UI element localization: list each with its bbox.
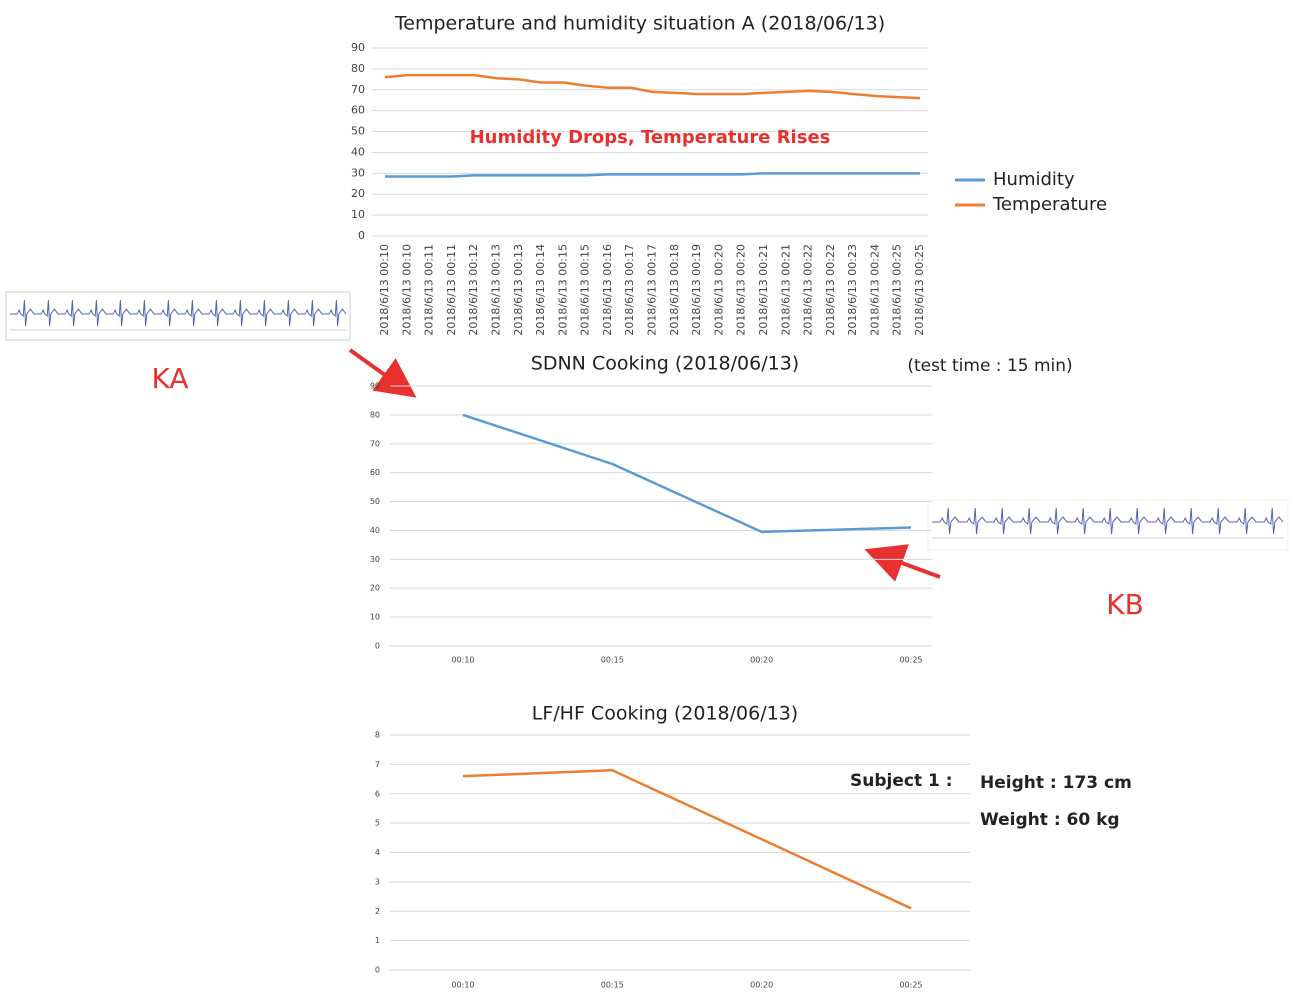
- ecg-trace: [932, 507, 1284, 535]
- y-tick-label: 10: [370, 613, 380, 622]
- y-tick-label: 60: [351, 104, 365, 117]
- annotation: Weight : 60 kg: [980, 810, 1120, 830]
- legend-label: Humidity: [993, 169, 1075, 190]
- y-tick-label: 40: [370, 526, 380, 535]
- ecg-frame: [5, 291, 351, 341]
- chart-title: LF/HF Cooking (2018/06/13): [532, 703, 798, 725]
- chart-title: SDNN Cooking (2018/06/13): [531, 353, 799, 375]
- y-tick-label: 20: [370, 584, 380, 593]
- y-tick-label: 90: [370, 382, 380, 391]
- chart-title: Temperature and humidity situation A (20…: [394, 13, 885, 35]
- ecg-strip: [927, 499, 1289, 551]
- x-tick-label: 2018/6/13 00:14: [534, 244, 547, 336]
- x-tick-label: 2018/6/13 00:24: [868, 244, 881, 336]
- y-tick-label: 0: [358, 229, 365, 242]
- x-tick-label: 00:10: [451, 981, 474, 990]
- annotation: (test time : 15 min): [907, 356, 1072, 376]
- x-tick-label: 2018/6/13 00:25: [891, 244, 904, 336]
- annotation: KB: [1106, 588, 1144, 621]
- x-tick-label: 00:25: [899, 981, 922, 990]
- y-tick-label: 0: [375, 966, 380, 975]
- y-tick-label: 50: [370, 497, 380, 506]
- data-line: [385, 172, 920, 178]
- y-tick-label: 40: [351, 145, 365, 158]
- y-tick-label: 7: [375, 760, 380, 769]
- y-tick-label: 90: [351, 41, 365, 54]
- data-line: [462, 413, 912, 534]
- y-tick-label: 70: [351, 83, 365, 96]
- y-tick-label: 70: [370, 439, 380, 448]
- y-tick-label: 8: [375, 731, 380, 740]
- x-tick-label: 2018/6/13 00:25: [913, 244, 926, 336]
- x-tick-label: 00:25: [899, 656, 922, 665]
- x-tick-label: 2018/6/13 00:16: [601, 244, 614, 336]
- x-tick-label: 2018/6/13 00:20: [712, 244, 725, 336]
- y-tick-label: 20: [351, 187, 365, 200]
- annotation: KA: [151, 362, 188, 395]
- x-tick-label: 2018/6/13 00:15: [556, 244, 569, 336]
- x-tick-label: 2018/6/13 00:21: [757, 244, 770, 336]
- x-tick-label: 2018/6/13 00:17: [623, 244, 636, 336]
- x-tick-label: 2018/6/13 00:13: [512, 244, 525, 336]
- x-tick-label: 2018/6/13 00:17: [646, 244, 659, 336]
- x-tick-label: 2018/6/13 00:12: [467, 244, 480, 336]
- annotation: Humidity Drops, Temperature Rises: [470, 127, 831, 148]
- y-tick-label: 10: [351, 208, 365, 221]
- y-tick-label: 6: [375, 789, 380, 798]
- arrow: [348, 348, 417, 398]
- x-tick-label: 00:10: [451, 656, 474, 665]
- annotation: Subject 1 :: [850, 771, 953, 791]
- arrow: [864, 544, 941, 582]
- y-tick-label: 1: [375, 936, 380, 945]
- x-tick-label: 2018/6/13 00:10: [400, 244, 413, 336]
- y-tick-label: 0: [375, 642, 380, 651]
- x-tick-label: 00:15: [601, 981, 624, 990]
- ecg-frame: [927, 499, 1289, 551]
- x-tick-label: 2018/6/13 00:13: [489, 244, 502, 336]
- y-tick-label: 50: [351, 125, 365, 138]
- y-tick-label: 3: [375, 877, 380, 886]
- x-tick-label: 00:20: [750, 656, 773, 665]
- x-tick-label: 00:20: [750, 981, 773, 990]
- y-tick-label: 80: [370, 410, 380, 419]
- x-tick-label: 2018/6/13 00:22: [802, 244, 815, 336]
- y-tick-label: 4: [375, 848, 380, 857]
- x-tick-label: 2018/6/13 00:15: [579, 244, 592, 336]
- x-tick-label: 2018/6/13 00:11: [423, 244, 436, 336]
- x-tick-label: 2018/6/13 00:11: [445, 244, 458, 336]
- x-tick-label: 2018/6/13 00:22: [824, 244, 837, 336]
- x-tick-label: 00:15: [601, 656, 624, 665]
- x-tick-label: 2018/6/13 00:23: [846, 244, 859, 336]
- x-tick-label: 2018/6/13 00:18: [668, 244, 681, 336]
- ecg-trace: [10, 299, 347, 327]
- y-tick-label: 5: [375, 819, 380, 828]
- x-tick-label: 2018/6/13 00:10: [378, 244, 391, 336]
- data-line: [462, 769, 912, 910]
- y-tick-label: 2: [375, 907, 380, 916]
- data-line: [384, 73, 921, 100]
- y-tick-label: 30: [370, 555, 380, 564]
- y-tick-label: 60: [370, 468, 380, 477]
- y-tick-label: 80: [351, 62, 365, 75]
- legend-label: Temperature: [992, 194, 1107, 215]
- ecg-strip: [5, 291, 351, 341]
- x-tick-label: 2018/6/13 00:19: [690, 244, 703, 336]
- x-tick-label: 2018/6/13 00:21: [779, 244, 792, 336]
- annotation: Height : 173 cm: [980, 773, 1132, 793]
- x-tick-label: 2018/6/13 00:20: [735, 244, 748, 336]
- y-tick-label: 30: [351, 166, 365, 179]
